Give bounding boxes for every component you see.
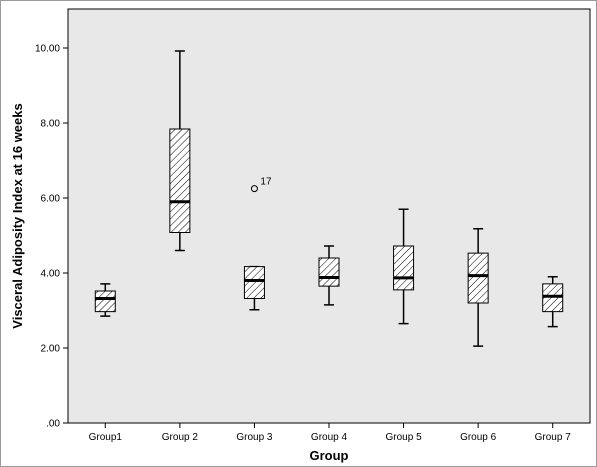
y-tick-label: 8.00: [41, 119, 61, 130]
x-tick-label: Group 5: [386, 432, 423, 443]
y-tick-label: 6.00: [41, 194, 61, 205]
outlier-label: 17: [260, 177, 272, 188]
y-axis: .00 2.00 4.00 6.00 8.00 10.00: [35, 44, 68, 430]
box-iqr: [243, 266, 265, 299]
box-iqr: [318, 257, 340, 287]
x-tick-label: Group 3: [236, 432, 273, 443]
boxes: 17: [94, 50, 564, 347]
box-iqr: [94, 290, 116, 313]
x-tick-label: Group 4: [311, 432, 348, 443]
box-1: [94, 283, 116, 317]
y-tick-label: 2.00: [41, 344, 61, 355]
box-5: [393, 208, 415, 325]
box-iqr: [169, 128, 191, 233]
box-iqr: [467, 252, 489, 304]
box-3: 17: [243, 177, 272, 311]
box-iqr: [393, 245, 415, 291]
x-axis: Group1 Group 2 Group 3 Group 4 Group 5 Group …: [89, 423, 572, 443]
x-tick-label: Group 2: [162, 432, 199, 443]
box-2: [169, 50, 191, 252]
y-tick-label: .00: [46, 419, 60, 430]
x-tick-label: Group1: [89, 432, 123, 443]
plot-area: [67, 8, 591, 424]
x-tick-label: Group 6: [460, 432, 497, 443]
y-axis-title: Visceral Adiposity Index at 16 weeks: [10, 103, 25, 328]
x-axis-title: Group: [310, 448, 349, 463]
y-tick-label: 10.00: [35, 44, 60, 55]
x-tick-label: Group 7: [535, 432, 572, 443]
y-tick-label: 4.00: [41, 269, 61, 280]
box-7: [542, 276, 564, 328]
outlier-point: [250, 185, 258, 193]
box-4: [318, 245, 340, 306]
box-6: [467, 228, 489, 347]
